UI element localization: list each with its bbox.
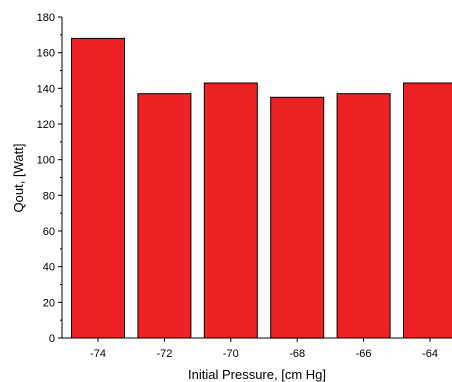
- bars: [71, 37, 452, 339]
- y-tick-label: 160: [37, 48, 55, 60]
- bar--64: [403, 82, 452, 339]
- x-tick-label: -74: [90, 348, 106, 360]
- y-tick-label: 100: [37, 155, 55, 167]
- y-tick-label: 140: [37, 83, 55, 95]
- bar--74: [71, 37, 125, 339]
- y-tick-label: 0: [49, 333, 55, 345]
- x-axis-ticks: -74 -72 -70 -68 -66 -64: [90, 338, 438, 360]
- y-tick-label: 60: [43, 226, 55, 238]
- x-tick-label: -64: [422, 348, 438, 360]
- y-axis-title: Qout, [Watt]: [11, 144, 26, 213]
- x-tick-label: -66: [356, 348, 372, 360]
- x-tick-label: -68: [289, 348, 305, 360]
- bar--66: [336, 93, 391, 339]
- x-tick-label: -72: [156, 348, 172, 360]
- x-tick-label: -70: [223, 348, 239, 360]
- y-tick-label: 80: [43, 190, 55, 202]
- x-axis-title: Initial Pressure, [cm Hg]: [188, 367, 326, 382]
- bar--72: [137, 93, 192, 339]
- y-axis-ticks: 0 20 40 60 80 100 120 140 160 180: [37, 12, 62, 345]
- y-tick-label: 20: [43, 297, 55, 309]
- y-tick-label: 120: [37, 119, 55, 131]
- y-tick-label: 40: [43, 262, 55, 274]
- bar--70: [203, 82, 258, 339]
- bar--68: [270, 96, 325, 339]
- y-tick-label: 180: [37, 12, 55, 24]
